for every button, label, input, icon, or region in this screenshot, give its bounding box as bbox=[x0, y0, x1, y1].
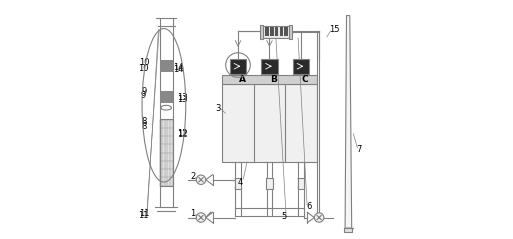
Text: 8: 8 bbox=[142, 117, 147, 126]
Text: 3: 3 bbox=[215, 104, 221, 113]
Polygon shape bbox=[345, 16, 352, 228]
Bar bbox=[289, 25, 292, 39]
Bar bbox=[160, 120, 173, 186]
Bar bbox=[270, 27, 273, 36]
Text: 6: 6 bbox=[306, 202, 311, 212]
Text: C: C bbox=[302, 75, 308, 84]
Text: 14: 14 bbox=[173, 65, 183, 74]
Text: 13: 13 bbox=[177, 92, 187, 102]
Bar bbox=[160, 91, 173, 103]
Bar bbox=[260, 25, 263, 39]
Text: 12: 12 bbox=[177, 129, 187, 138]
Text: 13: 13 bbox=[177, 95, 187, 104]
Text: 9: 9 bbox=[141, 91, 146, 100]
Bar bbox=[222, 75, 317, 84]
Circle shape bbox=[318, 217, 320, 218]
Circle shape bbox=[200, 179, 202, 181]
Text: A: A bbox=[239, 75, 246, 84]
Circle shape bbox=[196, 213, 206, 222]
Text: 14: 14 bbox=[173, 63, 183, 72]
Text: 11: 11 bbox=[139, 210, 150, 218]
Bar bbox=[230, 59, 246, 74]
Text: 7: 7 bbox=[357, 145, 362, 153]
Text: 4: 4 bbox=[238, 178, 243, 187]
Bar bbox=[265, 27, 269, 36]
Bar bbox=[293, 59, 309, 74]
Bar bbox=[261, 59, 278, 74]
Text: 10: 10 bbox=[139, 58, 150, 67]
Bar bbox=[284, 27, 288, 36]
Bar bbox=[222, 84, 317, 162]
Bar bbox=[160, 60, 173, 72]
Circle shape bbox=[200, 217, 202, 218]
Bar bbox=[280, 27, 283, 36]
Text: 8: 8 bbox=[141, 122, 146, 131]
Text: 10: 10 bbox=[139, 64, 149, 73]
Text: 9: 9 bbox=[142, 87, 147, 96]
Text: 11: 11 bbox=[139, 211, 149, 220]
Text: 15: 15 bbox=[329, 25, 339, 34]
Bar bbox=[298, 178, 304, 189]
Bar bbox=[263, 26, 289, 38]
Circle shape bbox=[314, 213, 324, 222]
Text: 1: 1 bbox=[190, 209, 196, 218]
Bar bbox=[266, 178, 273, 189]
Bar bbox=[275, 27, 279, 36]
Bar bbox=[344, 228, 352, 232]
Text: 12: 12 bbox=[177, 130, 187, 139]
Text: 5: 5 bbox=[281, 212, 286, 221]
Bar bbox=[160, 120, 173, 186]
Bar bbox=[234, 178, 241, 189]
Circle shape bbox=[196, 175, 206, 185]
Text: B: B bbox=[270, 75, 277, 84]
Text: 2: 2 bbox=[190, 172, 196, 181]
